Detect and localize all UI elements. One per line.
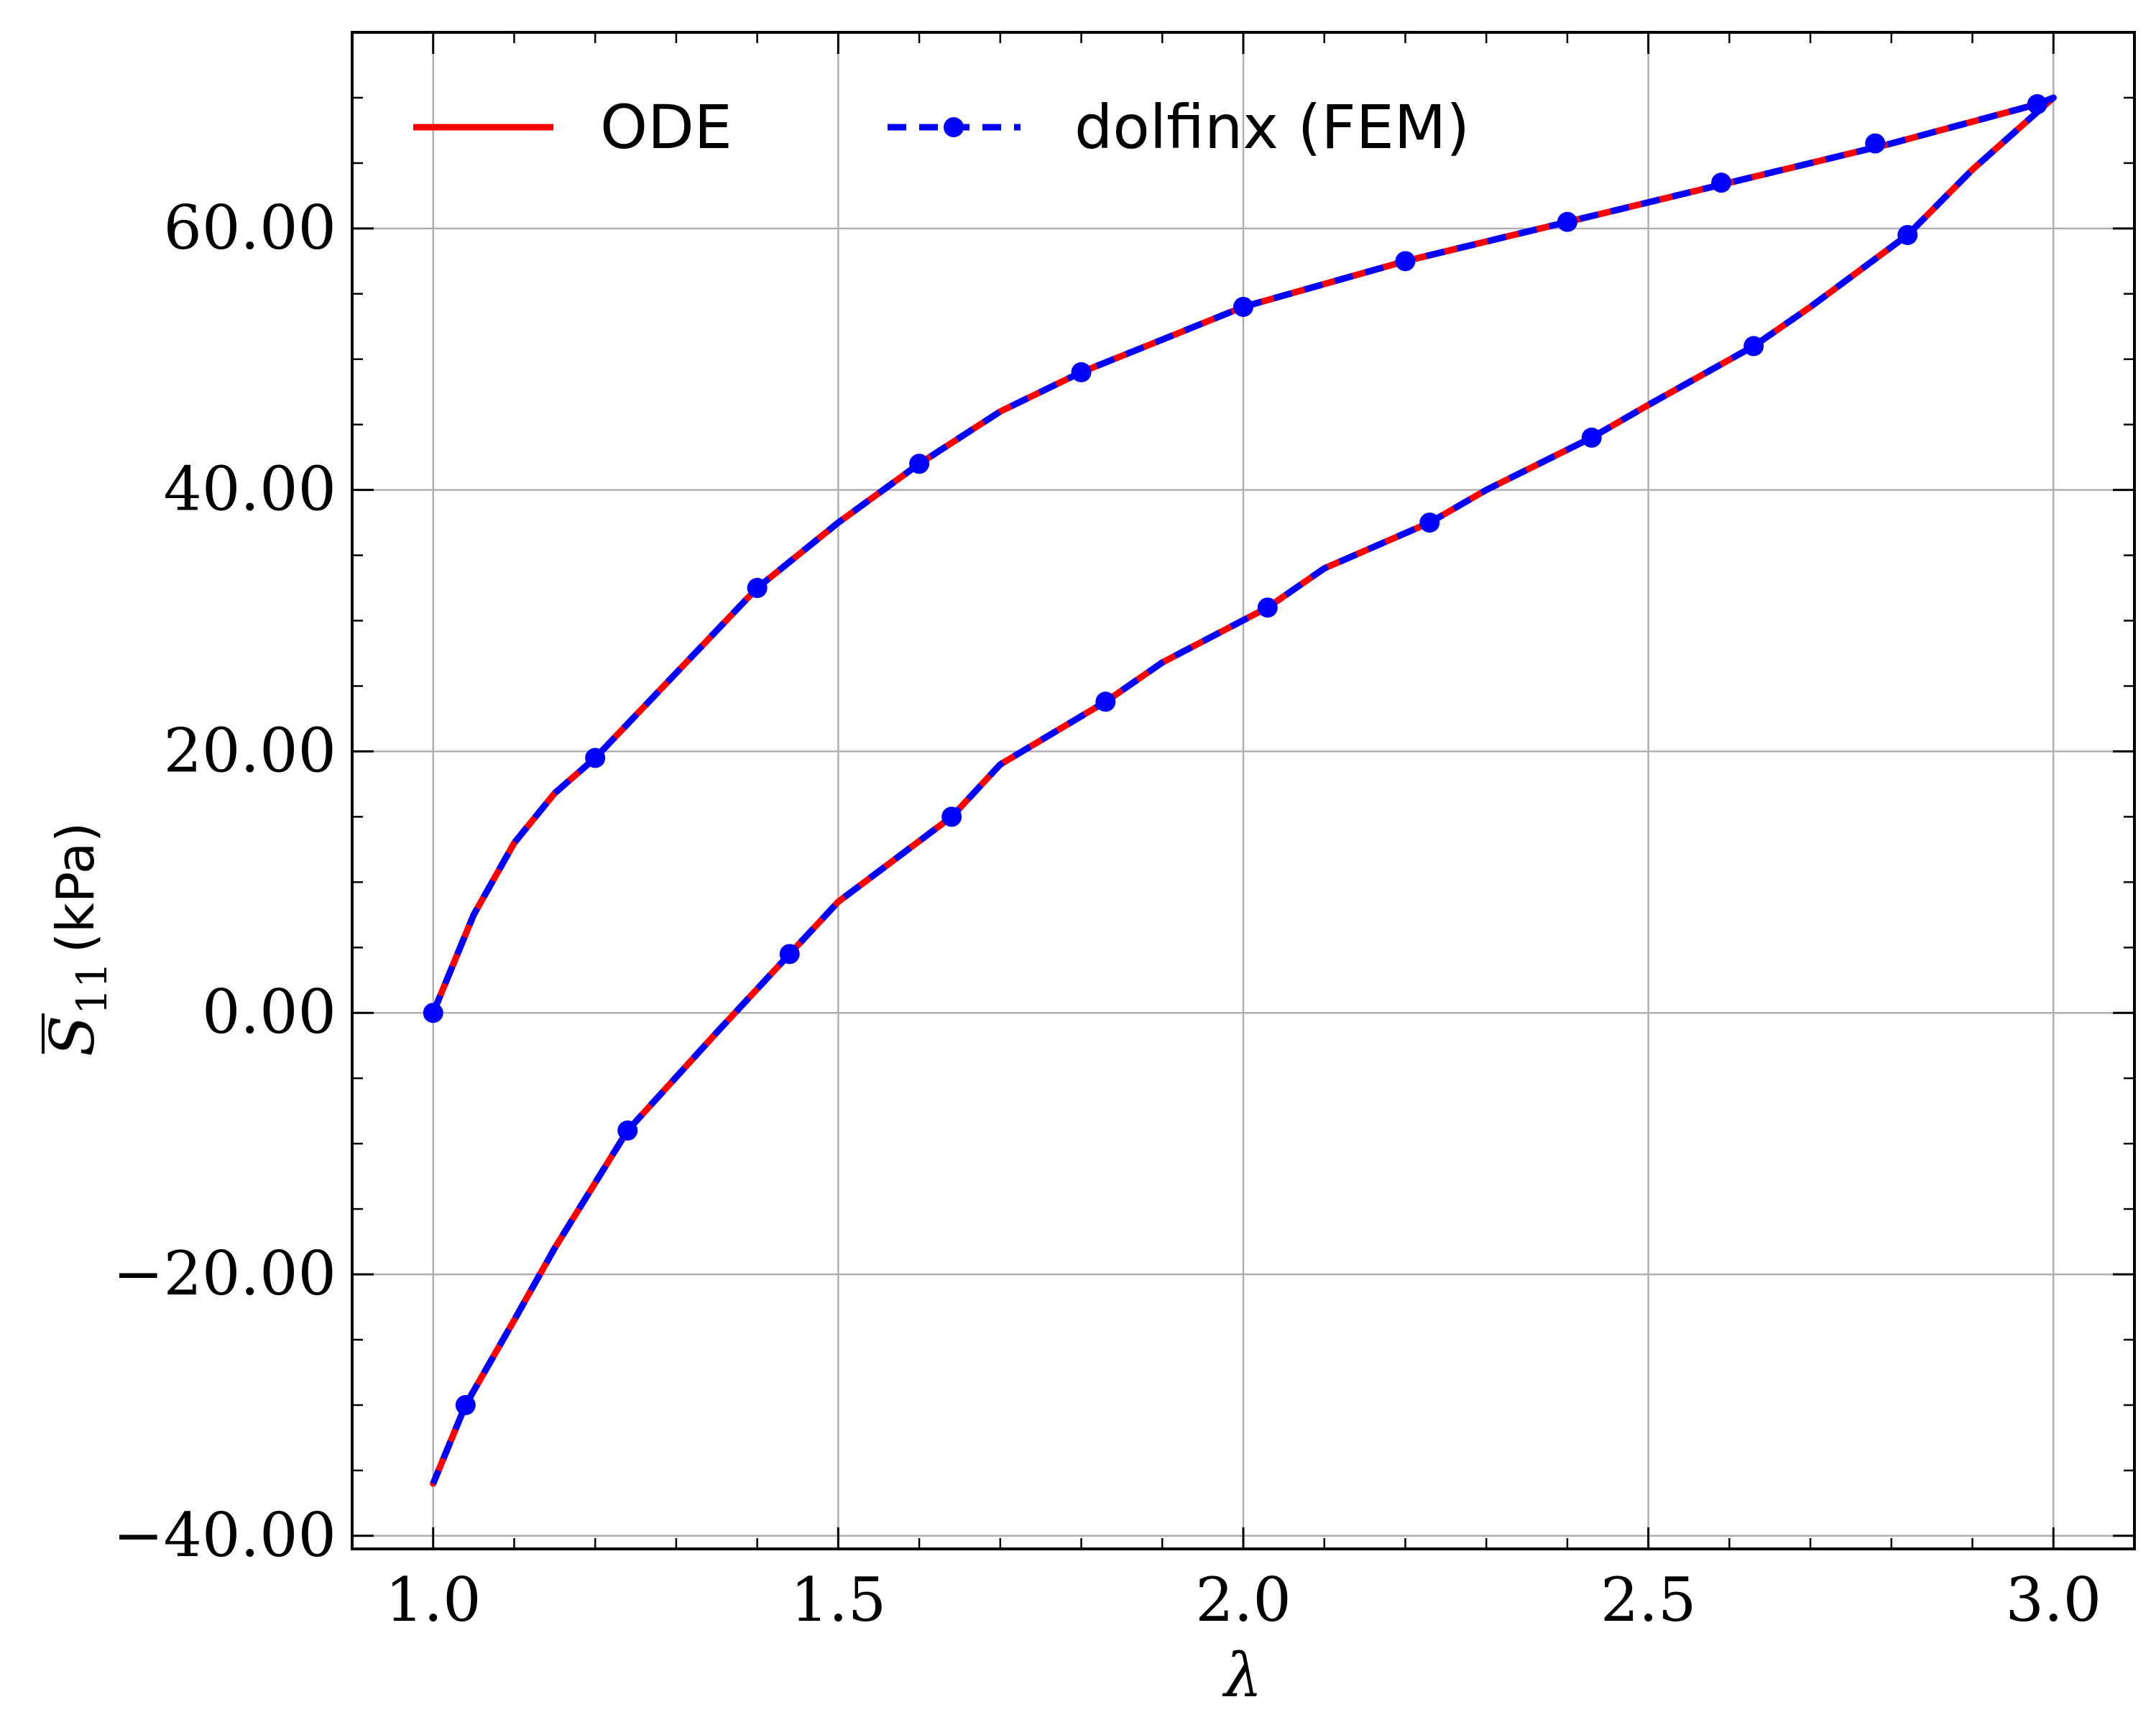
legend-marker-fem <box>944 117 964 137</box>
y-tick-label: −40.00 <box>113 1500 336 1570</box>
x-tick-label: 1.0 <box>385 1565 482 1635</box>
series-point-fem <box>779 944 800 965</box>
series-point-fem <box>941 806 962 827</box>
series-layer <box>423 94 2057 1487</box>
x-tick-label: 2.5 <box>1600 1565 1697 1635</box>
x-tick-label: 2.0 <box>1195 1565 1291 1635</box>
series-point-fem <box>1071 362 1092 382</box>
ticks <box>352 32 2134 1549</box>
legend: ODE dolfinx (FEM) <box>413 92 1470 162</box>
series-line-fem <box>430 94 2057 1485</box>
series-point-fem <box>747 578 768 599</box>
y-axis-subscript: 11 <box>68 962 116 1015</box>
series-point-fem <box>2027 94 2047 115</box>
series-point-fem <box>1557 211 1577 232</box>
series-point-fem <box>1095 691 1116 712</box>
grid <box>352 32 2134 1549</box>
x-tick-labels: 1.0 1.5 2.0 2.5 3.0 <box>385 1565 2101 1635</box>
series-point-fem <box>1711 172 1732 193</box>
series-point-fem <box>1257 597 1278 618</box>
y-axis-symbol: S <box>37 1015 108 1057</box>
legend-label-fem: dolfinx (FEM) <box>1074 92 1470 162</box>
series-point-fem <box>617 1120 638 1141</box>
y-tick-labels: −40.00 −20.00 0.00 20.00 40.00 60.00 <box>113 193 336 1570</box>
series-point-fem <box>585 748 606 768</box>
series-point-fem <box>455 1394 476 1415</box>
x-tick-label: 1.5 <box>791 1565 887 1635</box>
y-tick-label: 60.00 <box>164 193 336 263</box>
series-point-fem <box>1865 133 1886 154</box>
y-axis-unit: (kPa) <box>45 822 106 953</box>
series-point-fem <box>423 1003 443 1024</box>
y-tick-label: 40.00 <box>164 454 336 525</box>
series-point-fem <box>909 454 930 474</box>
series-point-fem <box>1395 251 1416 272</box>
y-axis-label: S 11 (kPa) <box>37 822 116 1057</box>
series-point-fem <box>1419 512 1440 533</box>
y-tick-label: 20.00 <box>164 715 336 786</box>
x-tick-label: 3.0 <box>2005 1565 2101 1635</box>
y-tick-label: 0.00 <box>202 977 336 1047</box>
series-point-fem <box>1897 224 1918 245</box>
series-point-fem <box>1743 336 1764 356</box>
legend-label-ode: ODE <box>600 92 732 162</box>
series-point-fem <box>1581 427 1602 448</box>
series-point-fem <box>1233 296 1253 317</box>
x-axis-label: λ <box>1222 1640 1262 1711</box>
y-tick-label: −20.00 <box>113 1238 336 1309</box>
